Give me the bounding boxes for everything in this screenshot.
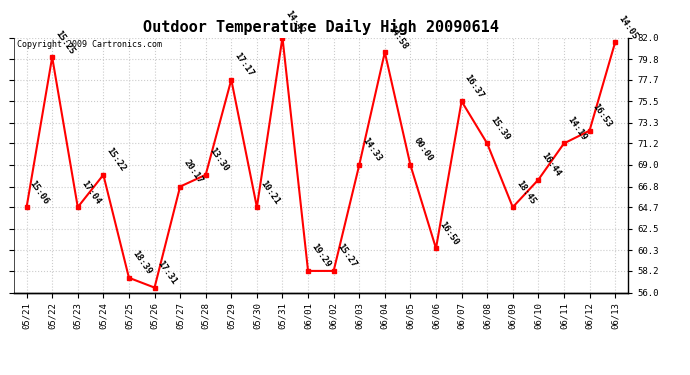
Text: 19:29: 19:29 [309,242,332,270]
Text: 16:53: 16:53 [591,102,613,129]
Text: 20:17: 20:17 [181,158,204,185]
Text: 18:39: 18:39 [130,249,153,276]
Text: 16:50: 16:50 [437,220,460,247]
Text: 14:42: 14:42 [284,9,306,36]
Text: 14:58: 14:58 [386,24,409,51]
Text: Copyright 2009 Cartronics.com: Copyright 2009 Cartronics.com [17,40,162,49]
Text: 15:39: 15:39 [489,115,511,142]
Text: 17:04: 17:04 [79,178,102,206]
Text: 14:33: 14:33 [361,136,384,164]
Text: 16:44: 16:44 [540,151,562,178]
Text: 10:21: 10:21 [258,178,281,206]
Text: 15:22: 15:22 [105,146,128,173]
Text: 17:31: 17:31 [156,259,179,286]
Text: 16:37: 16:37 [463,73,486,100]
Text: 15:06: 15:06 [28,178,51,206]
Text: 14:05: 14:05 [616,14,639,41]
Text: 13:30: 13:30 [207,146,230,173]
Text: 14:19: 14:19 [565,115,588,142]
Text: 00:00: 00:00 [412,136,435,164]
Title: Outdoor Temperature Daily High 20090614: Outdoor Temperature Daily High 20090614 [143,19,499,35]
Text: 15:25: 15:25 [54,28,77,56]
Text: 15:27: 15:27 [335,242,358,270]
Text: 17:17: 17:17 [233,51,255,78]
Text: 18:45: 18:45 [514,178,537,206]
